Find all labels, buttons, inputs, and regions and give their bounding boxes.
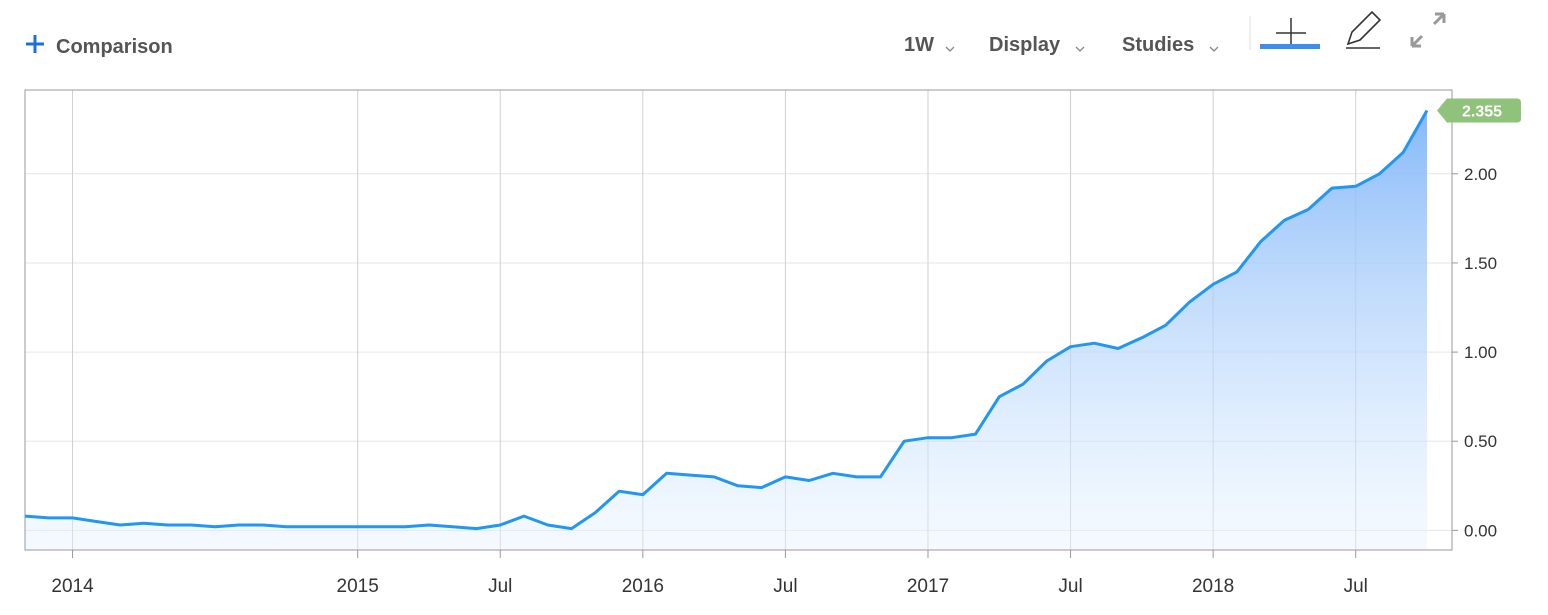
y-tick-label: 1.00: [1464, 343, 1497, 362]
crosshair-icon[interactable]: [1276, 18, 1306, 46]
toolbar: Comparison 1W Display Studies: [26, 10, 1446, 58]
last-value-badge: [1437, 98, 1521, 123]
caret: [945, 46, 955, 52]
caret: [1209, 46, 1219, 52]
x-tick-label: 2014: [51, 576, 94, 597]
x-tick-label: Jul: [773, 576, 797, 597]
y-tick-label: 2.00: [1464, 165, 1497, 184]
caret: [1075, 46, 1085, 52]
y-tick-label: 0.00: [1464, 521, 1497, 540]
comparison-button[interactable]: Comparison: [56, 36, 173, 58]
fullscreen-icon[interactable]: [1410, 12, 1446, 48]
area-fill: [25, 110, 1427, 550]
plus-icon[interactable]: [26, 35, 44, 53]
x-tick-label: 2015: [337, 576, 379, 597]
plot-frame: [24, 89, 1453, 551]
x-tick-label: 2018: [1192, 576, 1234, 597]
y-tick-label: 1.50: [1464, 254, 1497, 273]
last-value-label: 2.355: [1462, 104, 1502, 121]
x-tick-label: 2017: [907, 576, 949, 597]
display-button[interactable]: Display: [989, 34, 1061, 56]
interval-button[interactable]: 1W: [904, 34, 934, 56]
y-tick-label: 0.50: [1464, 432, 1497, 451]
draw-icon[interactable]: [1346, 10, 1382, 49]
x-tick-label: 2016: [622, 576, 664, 597]
x-tick-label: Jul: [1344, 576, 1368, 597]
x-tick-label: Jul: [1058, 576, 1082, 597]
studies-button[interactable]: Studies: [1122, 34, 1194, 56]
active-indicator: [1260, 44, 1320, 49]
x-tick-label: Jul: [488, 576, 512, 597]
price-line: [24, 109, 1429, 531]
